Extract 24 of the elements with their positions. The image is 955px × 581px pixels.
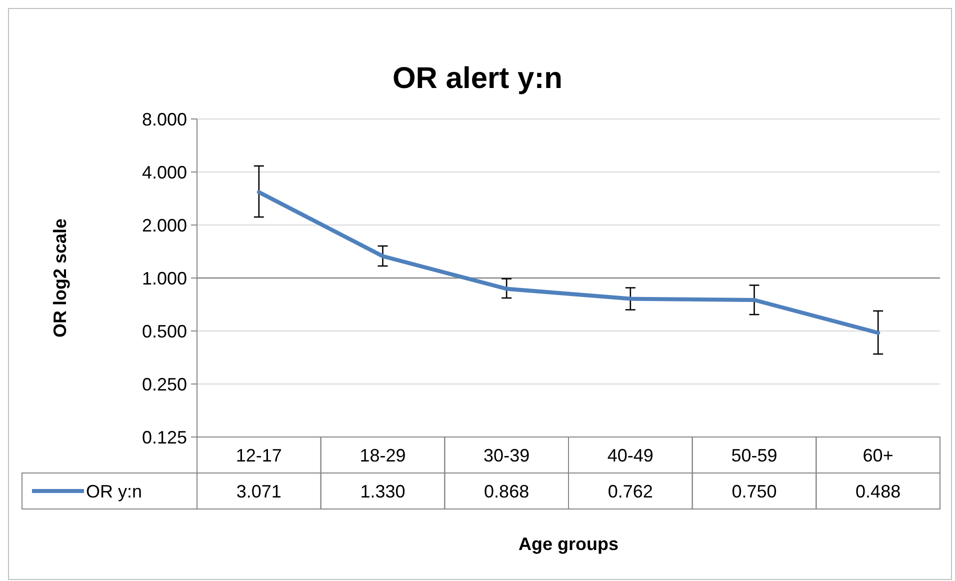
x-tick-label: 50-59 [731,445,778,466]
y-tick-label: 1.000 [142,268,187,288]
y-tick-label: 8.000 [142,109,187,130]
y-tick-label: 4.000 [142,162,187,182]
x-tick-label: 40-49 [607,445,654,466]
x-tick-label: 30-39 [484,445,530,466]
y-tick-label: 0.250 [142,374,187,394]
x-axis-title: Age groups [518,534,619,554]
chart-title: OR alert y:n [392,62,563,95]
x-tick-label: 12-17 [236,445,282,466]
data-label: 1.330 [360,481,406,502]
data-label: 0.750 [732,481,777,502]
y-axis-title: OR log2 scale [50,218,70,338]
legend-label: OR y:n [86,481,142,502]
line-series [256,190,880,335]
data-label: 0.868 [484,481,530,502]
data-label: 3.071 [236,481,282,502]
x-tick-label: 60+ [862,445,894,466]
y-tick-label: 0.500 [142,321,187,342]
data-label: 0.488 [856,481,901,502]
x-tick-label: 18-29 [360,445,406,466]
data-label: 0.762 [608,481,653,502]
y-tick-label: 2.000 [142,215,187,236]
y-tick-label: 0.125 [142,427,187,448]
